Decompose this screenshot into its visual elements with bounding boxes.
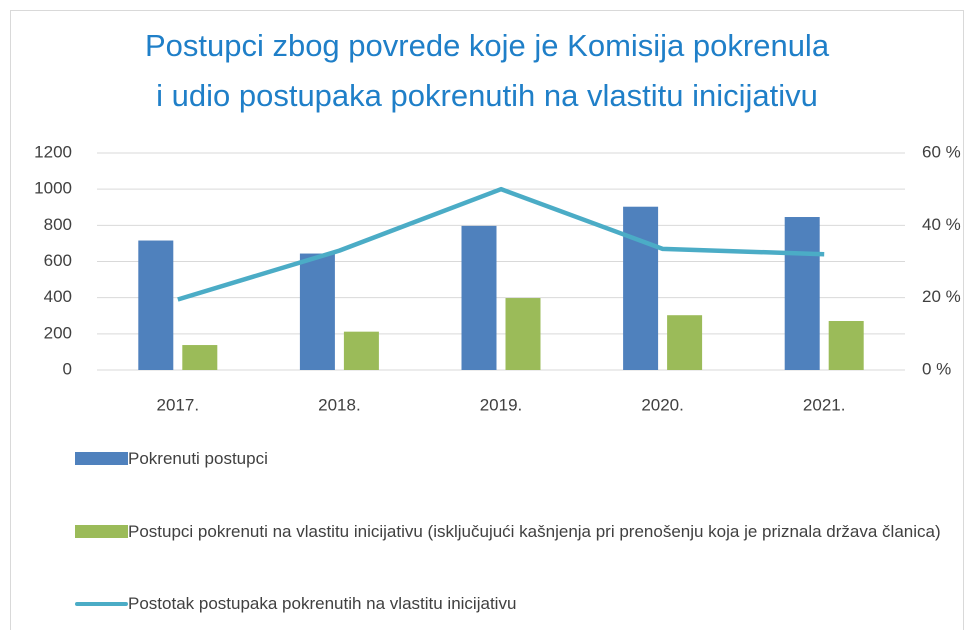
y-tick-label: 0 <box>63 359 72 378</box>
y-tick-label: 400 <box>44 287 72 306</box>
x-tick-label: 2017. <box>157 395 200 414</box>
chart-title: Postupci zbog povrede koje je Komisija p… <box>145 28 830 63</box>
bar <box>667 315 703 370</box>
y2-tick-label: 20 % <box>922 287 961 306</box>
bar <box>182 345 218 370</box>
legend-item: Postupci pokrenuti na vlastitu inicijati… <box>75 518 943 545</box>
legend-swatch <box>75 525 128 538</box>
y-tick-label: 1000 <box>34 179 72 198</box>
x-tick-label: 2019. <box>480 395 523 414</box>
y-tick-label: 200 <box>44 323 72 342</box>
bar <box>299 253 335 370</box>
y-tick-label: 600 <box>44 251 72 270</box>
line <box>177 186 825 302</box>
chart-title: i udio postupaka pokrenutih na vlastitu … <box>156 78 818 113</box>
legend-item: Pokrenuti postupci <box>75 445 943 472</box>
y-tick-label: 800 <box>44 215 72 234</box>
bar <box>505 298 541 370</box>
legend-item: Postotak postupaka pokrenutih na vlastit… <box>75 590 943 617</box>
legend-label: Pokrenuti postupci <box>128 449 268 468</box>
x-tick-label: 2018. <box>318 395 361 414</box>
x-tick-label: 2021. <box>803 395 846 414</box>
y2-tick-label: 0 % <box>922 359 951 378</box>
legend-label: Postupci pokrenuti na vlastitu inicijati… <box>128 522 941 541</box>
bar <box>623 206 659 370</box>
x-tick-label: 2020. <box>641 395 684 414</box>
legend-swatch <box>75 452 128 465</box>
chart-border <box>10 10 964 630</box>
legend-swatch <box>75 602 128 606</box>
bar <box>138 240 174 370</box>
bar <box>828 320 864 370</box>
y2-tick-label: 60 % <box>922 142 961 161</box>
bar <box>461 225 497 370</box>
y-tick-label: 1200 <box>34 142 72 161</box>
y2-tick-label: 40 % <box>922 215 961 234</box>
bar <box>784 217 820 370</box>
legend-label: Postotak postupaka pokrenutih na vlastit… <box>128 594 517 613</box>
bar <box>343 331 379 370</box>
